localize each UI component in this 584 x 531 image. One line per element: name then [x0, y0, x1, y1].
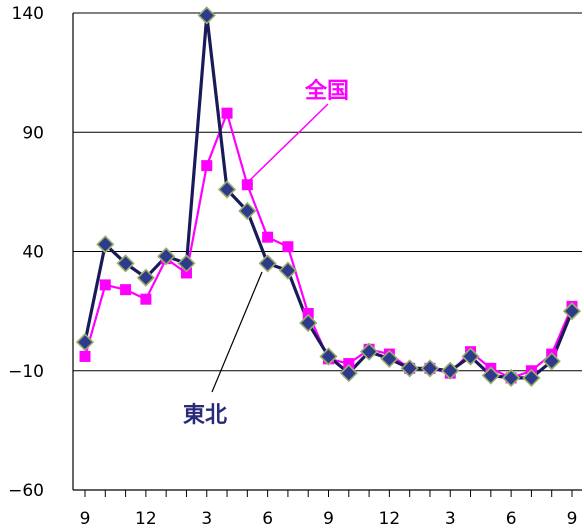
x-tick-label-0: 9	[80, 509, 91, 529]
point-tohoku-17	[420, 359, 440, 378]
callout-line-tohoku	[211, 271, 263, 393]
point-zenkoku-2	[120, 284, 132, 296]
point-tohoku-23	[542, 352, 561, 371]
series-line-tohoku	[83, 13, 574, 380]
point-tohoku-14	[359, 342, 379, 361]
point-tohoku-15	[380, 349, 399, 368]
series-label-tohoku: 東北	[183, 403, 227, 428]
x-tick-label-3: 6	[262, 509, 273, 529]
point-zenkoku-6	[201, 160, 213, 172]
point-tohoku-5	[177, 254, 196, 273]
x-tick-label-4: 9	[323, 509, 334, 529]
point-tohoku-12	[319, 347, 338, 366]
grid-lines	[73, 12, 582, 372]
x-tick-label-7: 6	[506, 509, 517, 529]
point-tohoku-0	[75, 332, 95, 352]
point-zenkoku-10	[282, 241, 294, 253]
point-tohoku-9	[258, 254, 277, 273]
x-tick-label-6: 3	[445, 509, 456, 529]
x-tick-labels: 9 12 3 6 9 12 3 6 9	[80, 509, 578, 529]
point-tohoku-16	[400, 359, 419, 378]
point-tohoku-1	[96, 235, 115, 254]
y-tick-label-4: −60	[8, 481, 44, 501]
point-tohoku-2	[116, 254, 135, 273]
point-tohoku-20	[481, 366, 500, 385]
x-tick-label-1: 12	[135, 509, 157, 529]
callout-line-zenkoku	[249, 103, 329, 181]
axes	[72, 13, 582, 497]
x-tick-label-5: 12	[379, 509, 401, 529]
point-tohoku-3	[136, 268, 156, 287]
series-line-zenkoku	[83, 109, 574, 380]
point-zenkoku-3	[140, 293, 152, 305]
point-tohoku-24	[562, 301, 582, 321]
point-tohoku-21	[501, 368, 521, 388]
x-tick-label-2: 3	[201, 509, 212, 529]
point-tohoku-18	[441, 361, 460, 380]
y-tick-label-0: 140	[12, 4, 44, 24]
point-tohoku-13	[339, 364, 358, 383]
point-zenkoku-1	[99, 279, 111, 291]
point-zenkoku-5	[180, 267, 192, 279]
x-tick-label-8: 9	[567, 509, 578, 529]
series-label-zenkoku: 全国	[304, 78, 349, 104]
y-tick-label-2: 40	[22, 243, 44, 263]
y-tick-label-3: −10	[8, 362, 44, 382]
point-zenkoku-7	[221, 107, 233, 119]
point-zenkoku-0	[79, 350, 91, 362]
point-tohoku-4	[157, 247, 176, 266]
point-zenkoku-13	[343, 358, 355, 370]
point-tohoku-7	[217, 180, 237, 199]
point-zenkoku-11	[302, 308, 314, 320]
point-zenkoku-8	[241, 179, 253, 191]
y-tick-label-1: 90	[22, 123, 44, 143]
point-tohoku-6	[197, 6, 216, 25]
point-tohoku-11	[299, 313, 318, 333]
point-tohoku-10	[278, 261, 298, 280]
point-tohoku-22	[522, 368, 541, 388]
point-tohoku-8	[238, 201, 257, 221]
point-zenkoku-9	[262, 231, 274, 243]
y-tick-labels: 140 90 40 −10 −60	[8, 4, 44, 501]
series-callouts: 全国 東北	[183, 78, 349, 428]
point-tohoku-19	[461, 347, 480, 366]
series-group	[75, 6, 582, 388]
